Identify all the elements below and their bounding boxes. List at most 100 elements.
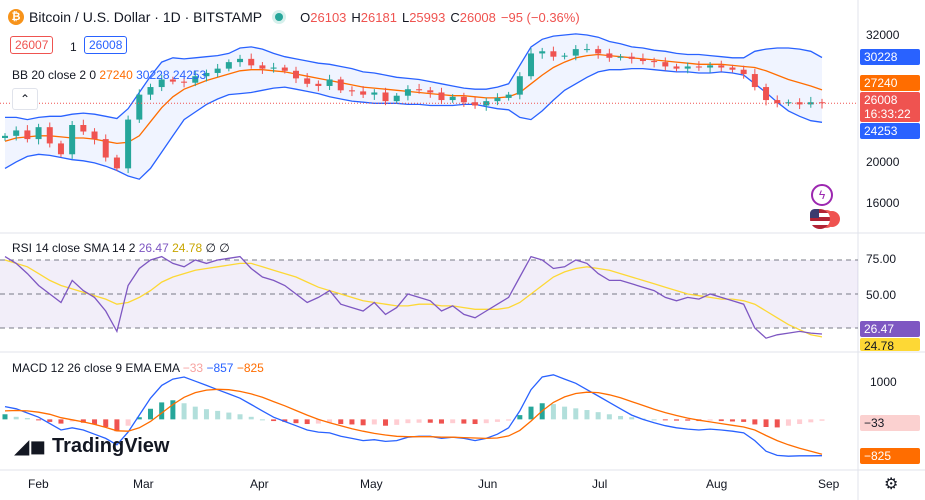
macd-histogram-bar xyxy=(226,412,232,420)
macd-signal-tag: −825 xyxy=(860,448,920,464)
bitcoin-icon: ₿ xyxy=(8,9,24,25)
candle-body xyxy=(572,49,579,56)
candle-body xyxy=(281,67,288,71)
candle-body xyxy=(214,68,221,73)
macd-legend[interactable]: MACD 12 26 close 9 EMA EMA −33 −857 −825 xyxy=(12,361,264,375)
collapse-legend-button[interactable]: ⌃ xyxy=(12,88,38,110)
rsi-legend[interactable]: RSI 14 close SMA 14 2 26.47 24.78 ∅ ∅ xyxy=(12,241,230,255)
candle-body xyxy=(651,61,658,63)
candle-body xyxy=(539,51,546,54)
macd-histogram-bar xyxy=(416,419,422,423)
rsi-tag: 26.47 xyxy=(860,321,920,337)
settings-gear-icon[interactable]: ⚙ xyxy=(884,476,899,493)
macd-histogram-bar xyxy=(494,419,500,422)
macd-histogram-bar xyxy=(147,408,153,420)
price-tick: 16000 xyxy=(866,196,900,210)
candle-body xyxy=(595,49,602,54)
candle-body xyxy=(472,102,479,106)
ohlc-close: C26008 xyxy=(450,9,496,25)
spread-value: 1 xyxy=(70,40,77,54)
candle-body xyxy=(382,92,389,102)
tradingview-logo[interactable]: ◢◼ TradingView xyxy=(14,434,169,458)
candle-body xyxy=(181,81,188,83)
macd-histogram-bar xyxy=(349,419,355,425)
macd-histogram-bar xyxy=(47,419,53,422)
candle-body xyxy=(292,70,299,79)
rsi-tick: 75.00 xyxy=(866,252,897,266)
macd-histogram-bar xyxy=(136,417,142,420)
candle-body xyxy=(684,66,691,69)
candle-body xyxy=(46,127,53,144)
tv-logo-icon: ◢◼ xyxy=(14,434,46,458)
macd-histogram-bar xyxy=(271,419,277,422)
macd-signal-value: −825 xyxy=(236,361,264,375)
candle-body xyxy=(147,87,154,95)
macd-histogram-bar xyxy=(58,419,64,424)
candle-body xyxy=(416,89,423,91)
candle-body xyxy=(136,94,143,120)
time-tick: Jun xyxy=(478,477,498,491)
macd-tick: 1000 xyxy=(870,375,897,389)
macd-histogram-bar xyxy=(651,419,657,421)
symbol-title[interactable]: Bitcoin / U.S. Dollar · 1D · BITSTAMP xyxy=(29,9,263,25)
sell-price-button[interactable]: 26007 xyxy=(10,36,54,54)
macd-histogram-bar xyxy=(819,419,825,421)
candle-body xyxy=(360,91,367,95)
macd-signal-line xyxy=(4,388,823,455)
macd-histogram-bar xyxy=(125,419,131,426)
macd-histogram-bar xyxy=(629,417,635,420)
rsi-sma-tag: 24.78 xyxy=(860,338,920,351)
candle-body xyxy=(707,65,714,68)
candle-body xyxy=(225,62,232,69)
last-price-tag: 26008 16:33:22 xyxy=(860,92,920,122)
us-flag-icon[interactable] xyxy=(810,209,830,229)
price-tick: 20000 xyxy=(866,155,900,169)
macd-histogram-bar xyxy=(718,419,724,422)
candle-body xyxy=(13,130,20,136)
candle-body xyxy=(248,58,255,66)
candle-body xyxy=(192,76,199,83)
candle-body xyxy=(169,79,176,82)
price-tick: 32000 xyxy=(866,28,900,42)
time-tick: Apr xyxy=(250,477,269,491)
macd-histogram-bar xyxy=(248,416,254,420)
macd-histogram-bar xyxy=(13,416,19,420)
bar-countdown: 16:33:22 xyxy=(864,107,911,121)
candle-body xyxy=(561,55,568,57)
macd-histogram-bar xyxy=(618,415,624,420)
macd-histogram-bar xyxy=(80,419,86,423)
macd-histogram-bar xyxy=(315,419,321,424)
macd-line-value: −857 xyxy=(206,361,234,375)
macd-histogram-bar xyxy=(662,419,668,421)
candle-body xyxy=(158,79,165,88)
macd-hist-value: −33 xyxy=(182,361,204,375)
lightning-icon[interactable]: ϟ xyxy=(811,184,833,206)
macd-histogram-bar xyxy=(36,419,42,421)
macd-histogram-bar xyxy=(595,412,601,420)
bb-legend[interactable]: BB 20 close 2 0 27240 30228 24253 xyxy=(12,68,207,82)
candle-body xyxy=(460,96,467,103)
rsi-sma-line xyxy=(4,259,823,338)
candle-body xyxy=(259,65,266,69)
macd-histogram-bar xyxy=(170,400,176,420)
rsi-sma-value: 24.78 xyxy=(172,241,203,255)
macd-histogram-bar xyxy=(785,419,791,426)
ohlc-low: L25993 xyxy=(401,9,446,25)
candle-body xyxy=(80,125,87,132)
candle-body xyxy=(494,97,501,102)
time-tick: Aug xyxy=(706,477,728,491)
chart-header: ₿ Bitcoin / U.S. Dollar · 1D · BITSTAMP … xyxy=(8,9,580,25)
macd-histogram-bar xyxy=(203,409,209,420)
candle-body xyxy=(315,83,322,86)
tv-logo-text: TradingView xyxy=(51,434,170,457)
candle-body xyxy=(371,92,378,95)
candle-body xyxy=(91,131,98,140)
macd-histogram-bar xyxy=(450,419,456,424)
candle-body xyxy=(639,58,646,62)
buy-price-button[interactable]: 26008 xyxy=(84,36,128,54)
macd-histogram-bar xyxy=(606,414,612,420)
macd-histogram-bar xyxy=(573,408,579,420)
macd-histogram-bar xyxy=(774,419,780,428)
macd-histogram-bar xyxy=(371,419,377,425)
